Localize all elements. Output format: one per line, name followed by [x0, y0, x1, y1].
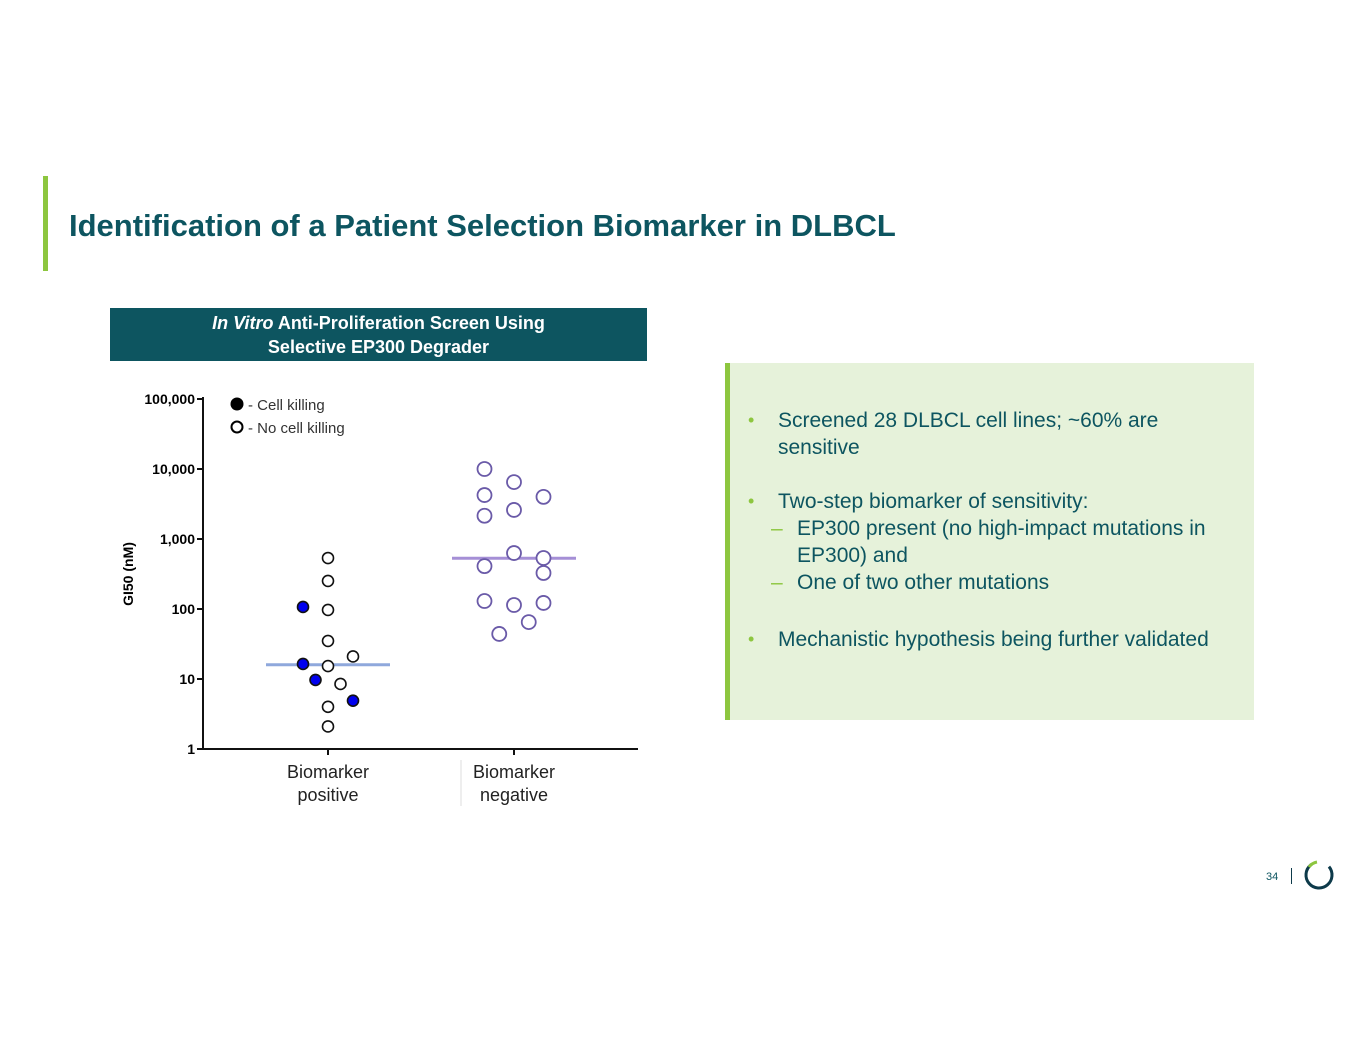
- bullet-1: • Screened 28 DLBCL cell lines; ~60% are …: [748, 407, 1238, 461]
- y-axis-label: GI50 (nM): [120, 542, 136, 606]
- data-point-no-killing: [321, 720, 335, 733]
- bullet-text: Two-step biomarker of sensitivity:: [778, 490, 1089, 513]
- page-title: Identification of a Patient Selection Bi…: [69, 208, 896, 243]
- data-point-no-killing: [321, 634, 335, 648]
- sub-bullet-text: EP300 present (no high-impact mutations …: [797, 517, 1206, 567]
- bullet-icon: •: [748, 410, 755, 430]
- data-point-no-killing: [321, 603, 335, 617]
- bullet-icon: •: [748, 629, 755, 649]
- data-point-no-killing: [506, 474, 522, 490]
- chart-header-line2: Selective EP300 Degrader: [267, 337, 490, 357]
- y-tick-label: 1,000: [160, 531, 195, 547]
- chart-header: In Vitro Anti-Proliferation Screen Using…: [110, 308, 647, 361]
- data-point-no-killing: [476, 461, 493, 477]
- chart-header-italic: In Vitro: [212, 313, 274, 333]
- dash-icon: –: [771, 517, 783, 540]
- y-tick-label: 10: [179, 671, 195, 687]
- data-point-no-killing: [476, 593, 493, 609]
- data-point-no-killing: [476, 487, 493, 503]
- data-point-no-killing: [535, 488, 552, 505]
- data-point-no-killing: [321, 659, 335, 673]
- legend-cell-killing: - Cell killing: [248, 397, 325, 414]
- bullet-icon: •: [748, 491, 755, 511]
- data-point-no-killing: [346, 650, 360, 663]
- data-point-no-killing: [334, 677, 347, 691]
- data-point-no-killing: [506, 597, 522, 613]
- x-tick-label: Biomarker: [287, 762, 369, 782]
- data-point-no-killing: [506, 545, 522, 561]
- data-point-no-killing: [321, 574, 335, 588]
- data-point-no-killing: [535, 550, 552, 566]
- gi50-scatter-chart: 1 10 100 1,000 10,000 100,000 GI50 (nM) Biomark…: [120, 391, 638, 806]
- y-tick-label: 1: [187, 741, 195, 757]
- data-point-no-killing: [535, 565, 552, 581]
- legend-no-cell-killing: - No cell killing: [248, 420, 345, 437]
- y-tick-label: 100,000: [144, 391, 195, 407]
- x-tick-label: negative: [480, 785, 548, 805]
- info-box: • Screened 28 DLBCL cell lines; ~60% are …: [725, 363, 1254, 720]
- data-point-cell-killing: [309, 673, 322, 687]
- legend-filled-circle-icon: [230, 397, 244, 411]
- data-point-no-killing: [321, 700, 335, 714]
- data-point-no-killing: [476, 507, 493, 524]
- data-point-no-killing: [520, 614, 537, 630]
- x-tick-label: Biomarker: [473, 762, 555, 782]
- bullet-3: • Mechanistic hypothesis being further va…: [748, 626, 1238, 653]
- sub-bullet-text: One of two other mutations: [797, 571, 1050, 594]
- title-accent-bar: [43, 176, 48, 271]
- chart-header-line1: Anti-Proliferation Screen Using: [273, 313, 545, 333]
- data-point-cell-killing: [296, 657, 310, 671]
- sub-bullet-1: – EP300 present (no high-impact mutations…: [771, 515, 1237, 569]
- page-separator: [1291, 868, 1292, 884]
- data-point-cell-killing: [296, 600, 310, 614]
- x-tick-label: positive: [297, 785, 358, 805]
- company-logo-icon: [1304, 860, 1334, 890]
- data-point-no-killing: [476, 558, 493, 575]
- data-point-no-killing: [506, 502, 522, 518]
- bullet-text: Mechanistic hypothesis being further val…: [778, 628, 1209, 651]
- sub-bullet-2: – One of two other mutations: [771, 569, 1237, 596]
- y-tick-label: 10,000: [152, 461, 195, 477]
- data-point-no-killing: [535, 595, 552, 611]
- bullet-2: • Two-step biomarker of sensitivity:: [748, 488, 1238, 515]
- bullet-text: Screened 28 DLBCL cell lines; ~60% are s…: [778, 409, 1159, 459]
- data-point-no-killing: [321, 551, 335, 565]
- page-number: 34: [1266, 871, 1279, 883]
- dash-icon: –: [771, 571, 783, 594]
- y-tick-label: 100: [172, 601, 196, 617]
- legend-open-circle-icon: [230, 420, 244, 434]
- data-point-no-killing: [491, 626, 508, 642]
- data-point-cell-killing: [346, 694, 360, 707]
